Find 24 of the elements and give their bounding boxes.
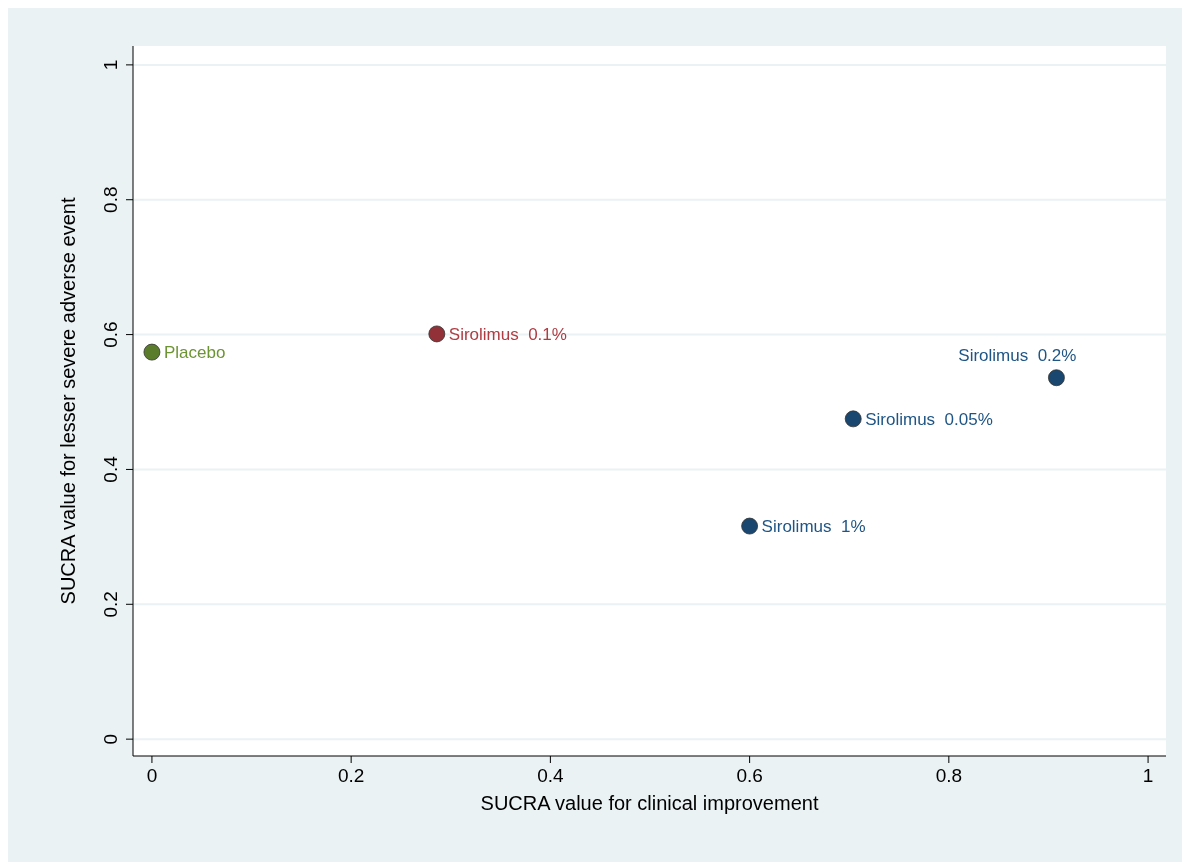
y-tick-label: 0.2 <box>100 591 121 618</box>
series-label: Sirolimus 0.1% <box>448 324 567 344</box>
series-label: Placebo <box>163 343 226 363</box>
y-tick-label: 1 <box>100 59 121 71</box>
series-label: Sirolimus 0.2% <box>958 345 1077 365</box>
x-tick-label: 0.2 <box>337 765 365 786</box>
x-axis-title: SUCRA value for clinical improvement <box>480 792 819 814</box>
point <box>143 343 161 361</box>
y-tick-label: 0.8 <box>100 186 121 213</box>
y-tick-label: 0.4 <box>100 455 121 483</box>
x-tick-label: 0.4 <box>537 765 565 786</box>
series-label: Sirolimus 1% <box>761 517 866 537</box>
x-tick-label: 0.6 <box>736 765 763 786</box>
point <box>741 517 759 535</box>
point <box>844 410 862 428</box>
x-tick-label: 1 <box>1142 765 1154 786</box>
y-tick-label: 0 <box>100 733 121 745</box>
x-tick-label: 0.8 <box>935 765 963 786</box>
y-axis-title: SUCRA value for lesser severe adverse event <box>57 197 79 605</box>
point <box>428 325 446 343</box>
series-label: Sirolimus 0.05% <box>865 409 993 429</box>
point <box>1048 369 1065 387</box>
y-tick-label: 0.6 <box>100 321 121 348</box>
x-tick-label: 0 <box>146 765 158 786</box>
